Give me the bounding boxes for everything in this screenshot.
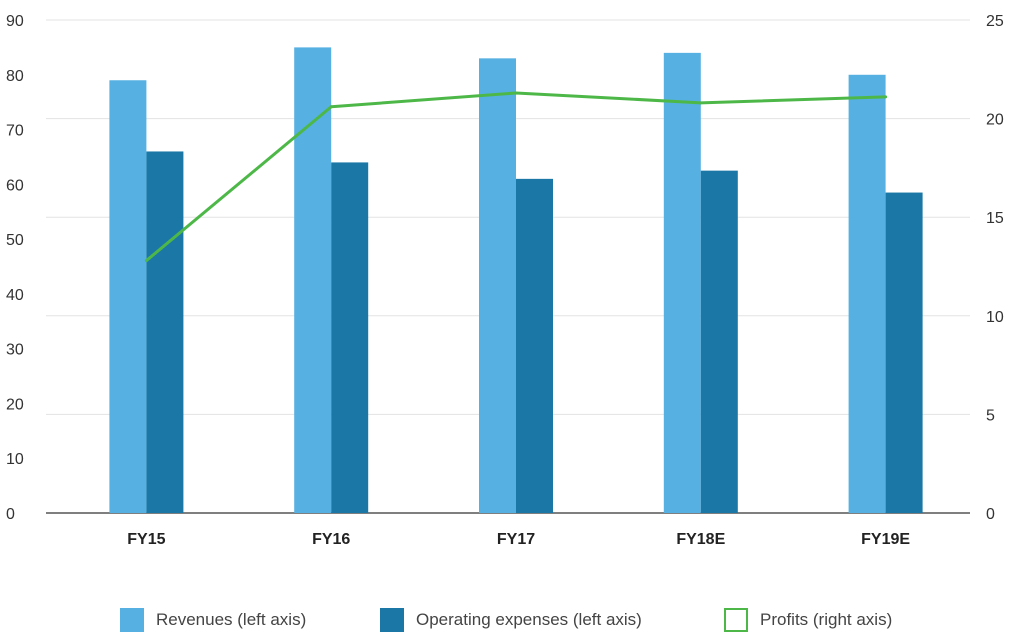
left-tick-label: 70: [6, 123, 24, 140]
right-tick-label: 10: [986, 309, 1004, 326]
category-label: FY17: [497, 531, 535, 548]
legend-swatch-revenues: [120, 608, 144, 632]
bar-revenues: [479, 58, 516, 513]
left-tick-label: 0: [6, 506, 15, 523]
left-tick-label: 90: [6, 13, 24, 30]
legend-swatch-operating-expenses: [380, 608, 404, 632]
right-tick-label: 0: [986, 506, 995, 523]
right-axis: 0 5 10 15 20 25: [986, 13, 1004, 523]
left-tick-label: 80: [6, 68, 24, 85]
right-tick-label: 20: [986, 112, 1004, 129]
legend-item-profits: Profits (right axis): [724, 608, 892, 632]
left-axis: 0 10 20 30 40 50 60 70 80 90: [6, 13, 24, 523]
legend-label-revenues: Revenues (left axis): [156, 610, 307, 629]
bar-revenues: [848, 74, 886, 514]
bar-operating-expenses: [331, 162, 369, 513]
left-tick-label: 10: [6, 451, 24, 468]
left-tick-label: 30: [6, 342, 24, 359]
left-tick-label: 20: [6, 396, 24, 413]
category-axis: FY15 FY16 FY17 FY18E FY19E: [127, 531, 910, 548]
legend-item-operating-expenses: Operating expenses (left axis): [380, 608, 642, 632]
legend-label-profits: Profits (right axis): [760, 610, 893, 629]
left-tick-label: 50: [6, 232, 24, 249]
bar-operating-expenses: [146, 151, 184, 513]
profits-point: [514, 91, 518, 95]
legend-label-operating-expenses: Operating expenses (left axis): [416, 610, 642, 629]
category-label: FY15: [127, 531, 165, 548]
category-label: FY16: [312, 531, 350, 548]
left-tick-label: 40: [6, 287, 24, 304]
bar-operating-expenses: [516, 178, 553, 513]
right-tick-label: 25: [986, 13, 1004, 30]
left-tick-label: 60: [6, 177, 24, 194]
category-label: FY19E: [861, 531, 910, 548]
legend: Revenues (left axis) Operating expenses …: [0, 608, 1011, 638]
bar-revenues: [294, 47, 332, 514]
profits-point: [144, 259, 148, 263]
legend-swatch-profits: [724, 608, 748, 632]
bar-revenues: [663, 52, 701, 513]
category-label: FY18E: [676, 531, 725, 548]
profits-point: [884, 95, 888, 99]
right-tick-label: 5: [986, 407, 995, 424]
bar-series: [109, 47, 923, 514]
profits-point: [329, 105, 333, 109]
bar-operating-expenses: [885, 192, 923, 514]
legend-item-revenues: Revenues (left axis): [120, 608, 306, 632]
bar-revenues: [109, 80, 147, 513]
line-series: [144, 91, 888, 263]
bar-operating-expenses: [700, 170, 738, 513]
profits-point: [699, 101, 703, 105]
right-tick-label: 15: [986, 210, 1004, 227]
